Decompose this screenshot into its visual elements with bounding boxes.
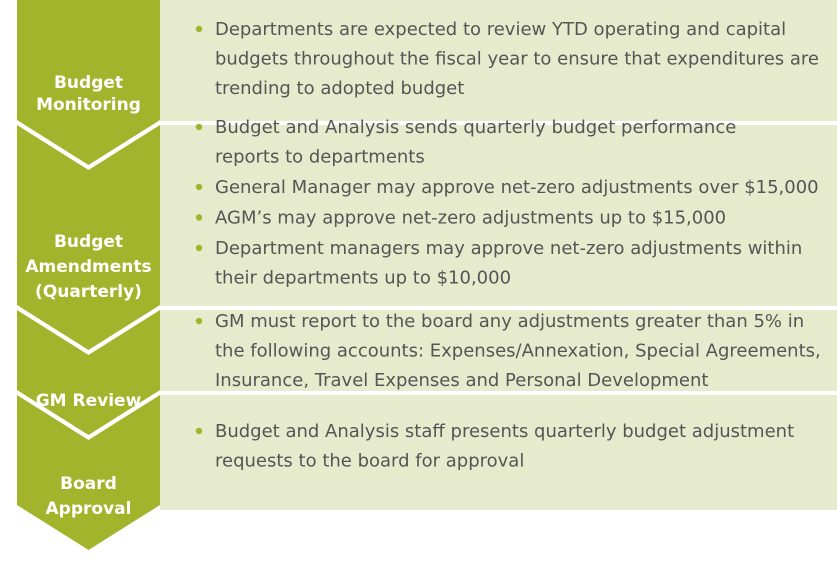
bullet-text: General Manager may approve net-zero adj… bbox=[215, 177, 819, 198]
step-panel bbox=[160, 310, 837, 391]
bullet-text: AGM’s may approve net-zero adjustments u… bbox=[215, 208, 726, 229]
bullet-text: trending to adopted budget bbox=[215, 78, 464, 99]
bullet-text: Departments are expected to review YTD o… bbox=[215, 19, 786, 40]
bullet-text: budgets throughout the fiscal year to en… bbox=[215, 49, 819, 70]
bullet-text: the following accounts: Expenses/Annexat… bbox=[215, 341, 821, 362]
step-label: Budget bbox=[54, 232, 123, 252]
bullet bbox=[195, 214, 203, 221]
bullet bbox=[195, 244, 203, 252]
bullet bbox=[195, 25, 203, 33]
bullet-text: requests to the board for approval bbox=[215, 451, 524, 472]
bullet-text: Budget and Analysis staff presents quart… bbox=[215, 421, 794, 442]
bullet bbox=[195, 317, 203, 325]
bullet-text: GM must report to the board any adjustme… bbox=[215, 311, 804, 332]
step-label: Budget bbox=[54, 73, 123, 93]
step-panel bbox=[160, 125, 837, 306]
step-panel bbox=[160, 395, 837, 510]
step-label: (Quarterly) bbox=[35, 282, 142, 302]
bullet-text: Department managers may approve net-zero… bbox=[215, 238, 802, 259]
step-label: Amendments bbox=[25, 257, 151, 277]
bullet bbox=[195, 183, 203, 191]
bullet-text: Insurance, Travel Expenses and Personal … bbox=[215, 370, 708, 391]
chevron bbox=[17, 395, 160, 550]
chevron bbox=[17, 0, 160, 165]
step-label: GM Review bbox=[36, 391, 142, 411]
chevron bbox=[17, 125, 160, 350]
step-label: Monitoring bbox=[36, 95, 141, 115]
bullet-text: Budget and Analysis sends quarterly budg… bbox=[215, 117, 736, 138]
step-panel bbox=[160, 0, 837, 121]
chevron bbox=[17, 310, 160, 435]
bullet bbox=[195, 427, 203, 435]
step-label: Board bbox=[60, 474, 117, 494]
bullet-text: reports to departments bbox=[215, 147, 425, 168]
step-label: Approval bbox=[46, 499, 132, 519]
bullet-text: their departments up to $10,000 bbox=[215, 268, 511, 289]
bullet bbox=[195, 123, 203, 131]
